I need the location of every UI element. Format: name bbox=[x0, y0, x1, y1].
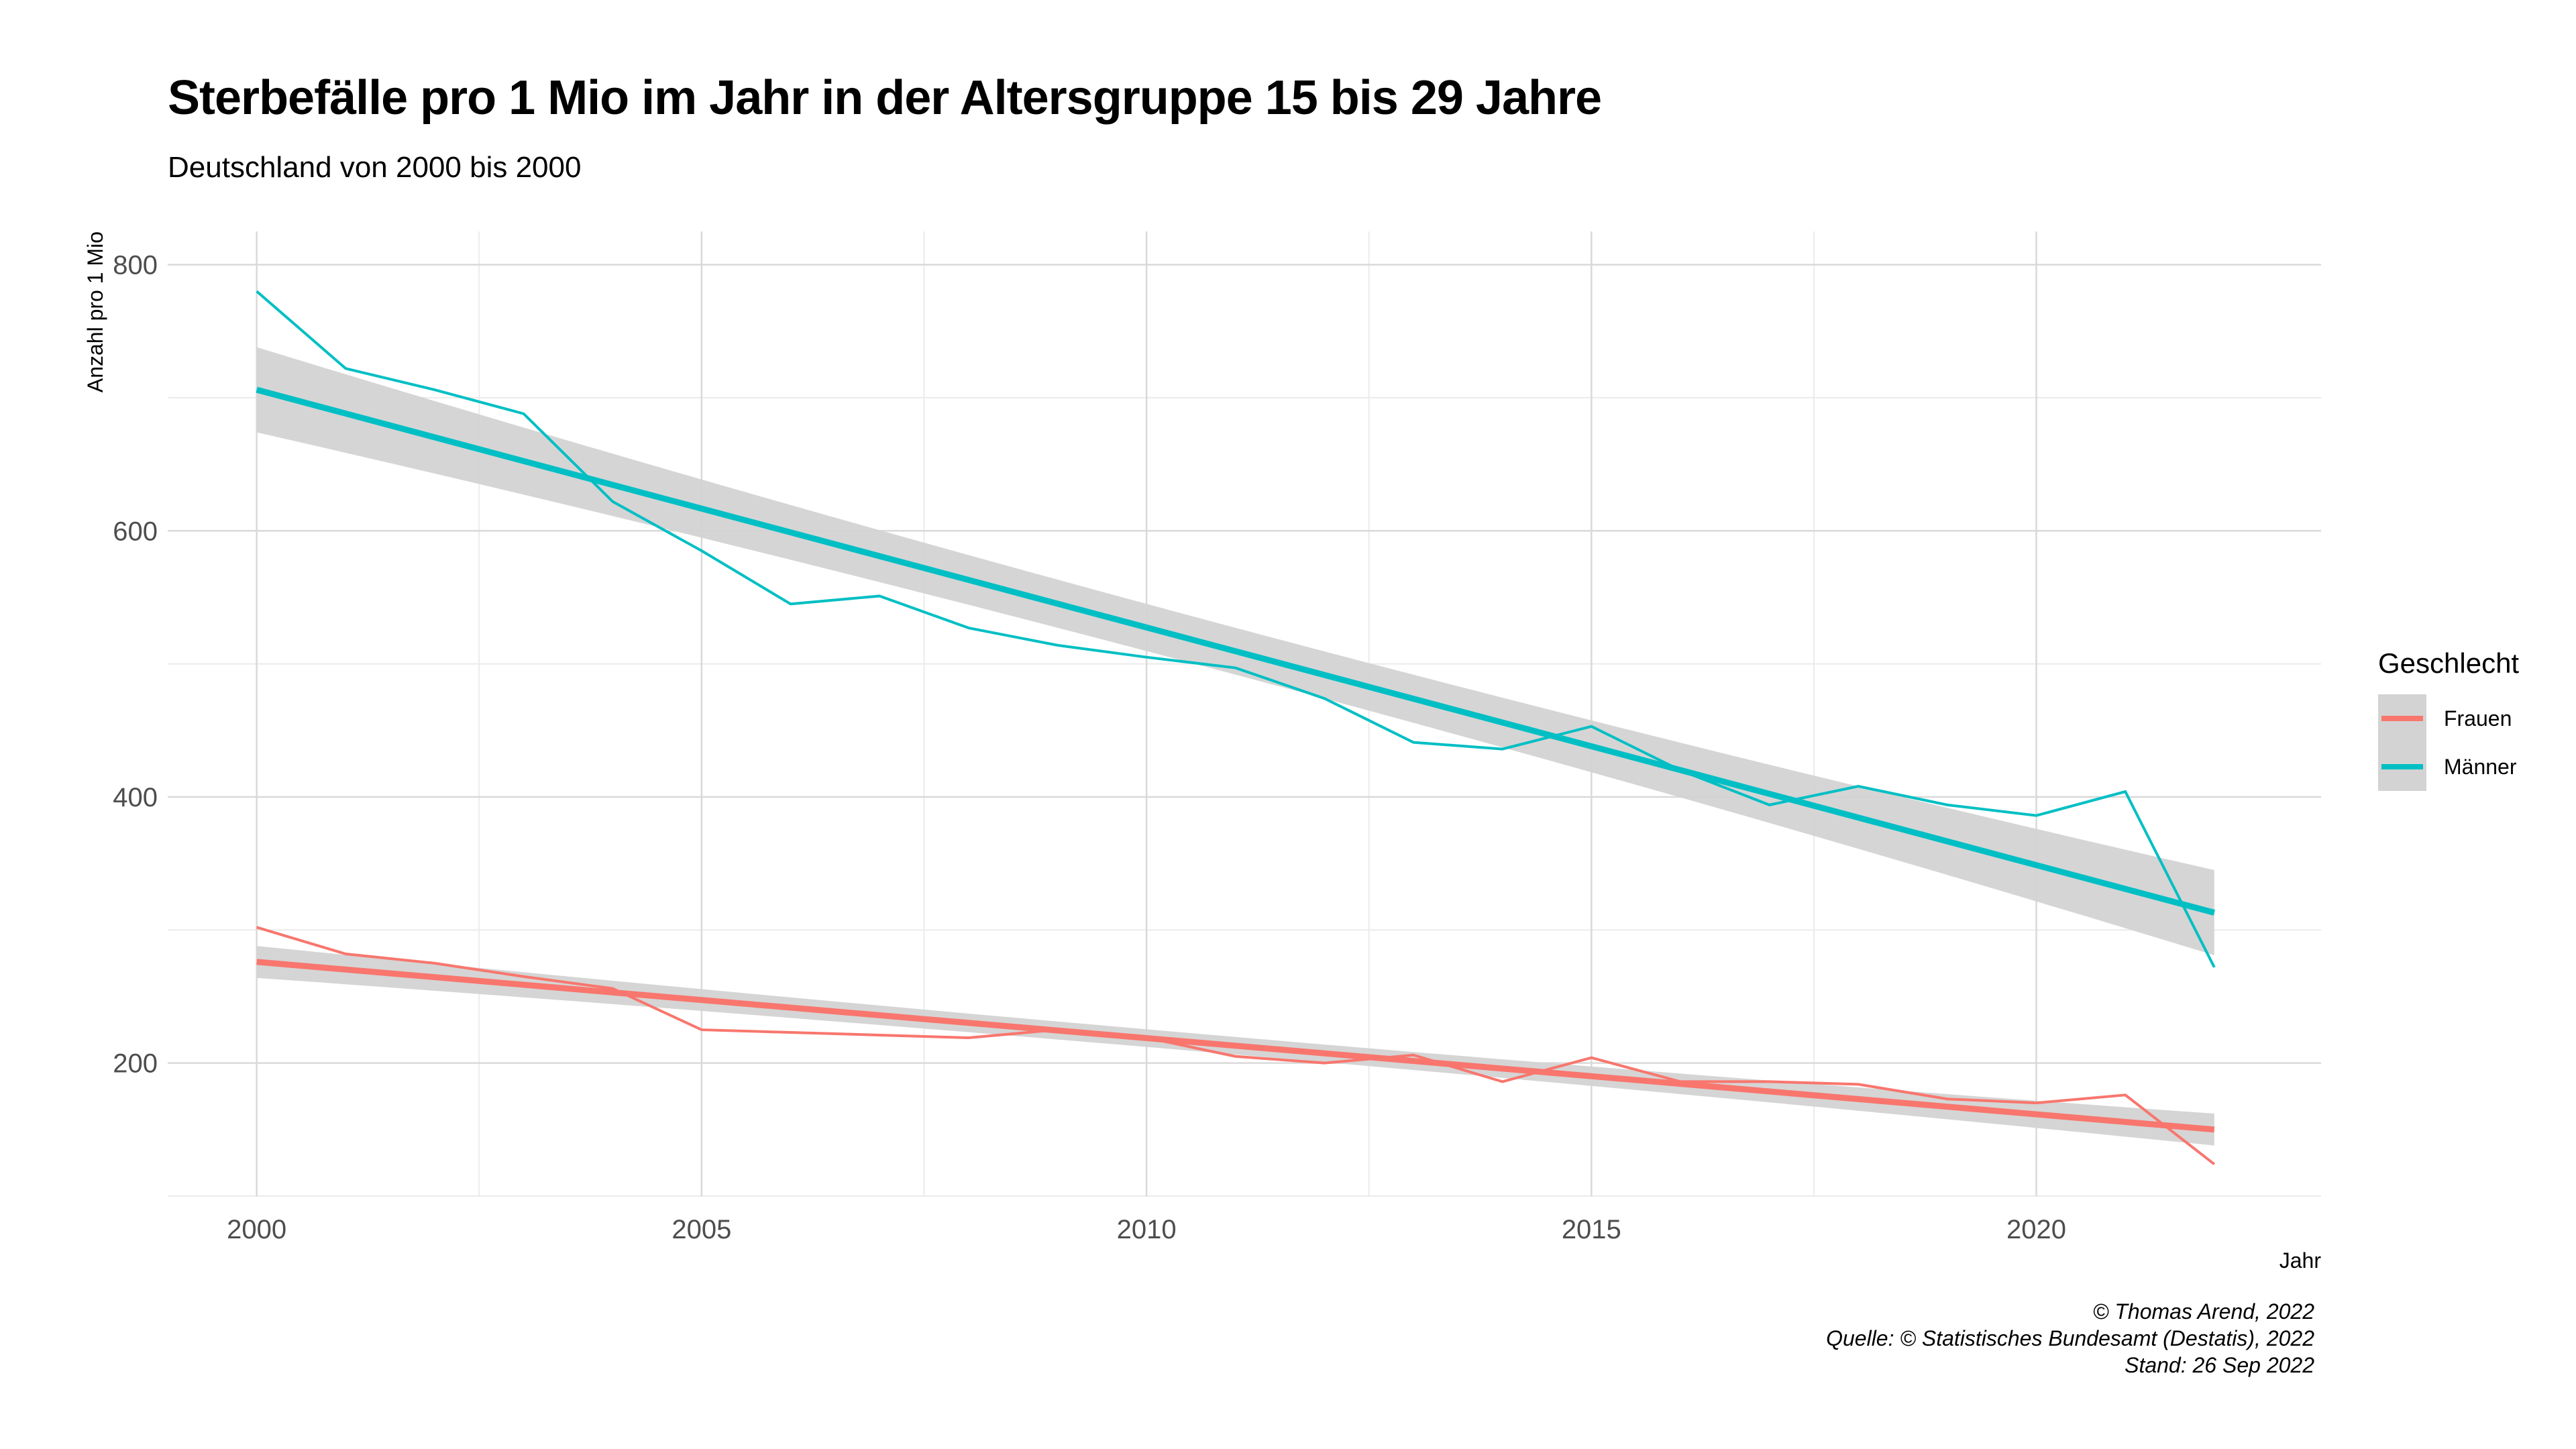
x-tick-label: 2000 bbox=[227, 1215, 286, 1244]
x-tick-label: 2005 bbox=[672, 1215, 731, 1244]
x-tick-label: 2010 bbox=[1117, 1215, 1177, 1244]
legend-title: Geschlecht bbox=[2378, 647, 2519, 679]
chart-subtitle: Deutschland von 2000 bis 2000 bbox=[168, 151, 582, 184]
trend-line-männer bbox=[256, 386, 2215, 916]
caption-date: Stand: 26 Sep 2022 bbox=[2125, 1353, 2314, 1377]
legend-label-frauen: Frauen bbox=[2444, 706, 2512, 731]
y-axis-title: Anzahl pro 1 Mio bbox=[83, 231, 107, 392]
legend-label-männer: Männer bbox=[2444, 755, 2517, 779]
chart-caption: © Thomas Arend, 2022 Quelle: © Statistis… bbox=[1826, 1298, 2314, 1379]
chart-title: Sterbefälle pro 1 Mio im Jahr in der Alt… bbox=[168, 71, 1602, 125]
caption-author: © Thomas Arend, 2022 bbox=[2092, 1299, 2314, 1324]
x-axis-title: Jahr bbox=[2279, 1248, 2322, 1273]
series-line-frauen bbox=[256, 926, 2216, 1165]
y-tick-label: 400 bbox=[113, 783, 158, 812]
y-tick-label: 800 bbox=[113, 251, 158, 280]
series-line-männer bbox=[256, 290, 2216, 968]
x-tick-label: 2015 bbox=[1562, 1215, 1621, 1244]
y-tick-label: 600 bbox=[113, 517, 158, 546]
trend-line-frauen bbox=[256, 959, 2215, 1133]
y-tick-label: 200 bbox=[113, 1049, 158, 1079]
x-tick-label: 2020 bbox=[2006, 1215, 2066, 1244]
caption-source: Quelle: © Statistisches Bundesamt (Desta… bbox=[1826, 1326, 2314, 1350]
